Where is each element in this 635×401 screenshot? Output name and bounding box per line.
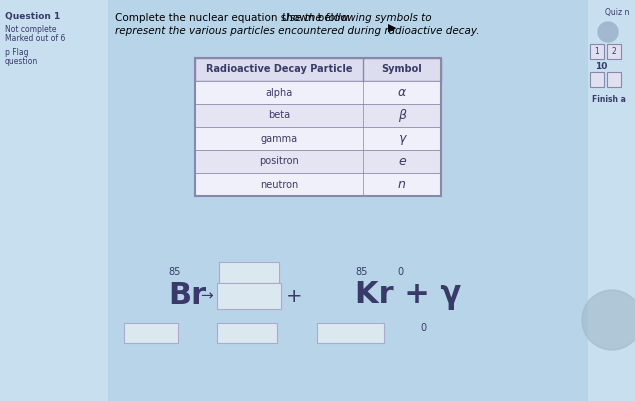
Text: question: question xyxy=(5,57,38,66)
FancyBboxPatch shape xyxy=(219,262,279,283)
FancyBboxPatch shape xyxy=(217,283,281,309)
FancyBboxPatch shape xyxy=(217,323,277,343)
Text: Finish a: Finish a xyxy=(592,95,626,104)
Circle shape xyxy=(582,290,635,350)
FancyBboxPatch shape xyxy=(0,0,108,401)
Text: +: + xyxy=(286,286,302,306)
Text: gamma: gamma xyxy=(260,134,298,144)
Text: n: n xyxy=(398,178,406,191)
Text: Question 1: Question 1 xyxy=(5,12,60,21)
FancyBboxPatch shape xyxy=(588,0,635,401)
FancyBboxPatch shape xyxy=(195,104,441,127)
Text: γ: γ xyxy=(398,132,406,145)
Text: Complete the nuclear equation shown below.: Complete the nuclear equation shown belo… xyxy=(115,13,358,23)
Text: 0: 0 xyxy=(397,267,403,277)
Text: β: β xyxy=(398,109,406,122)
FancyBboxPatch shape xyxy=(195,150,441,173)
Text: 85: 85 xyxy=(355,267,368,277)
Text: Radioactive Decay Particle: Radioactive Decay Particle xyxy=(206,65,352,75)
Text: 10: 10 xyxy=(595,62,607,71)
Text: Marked out of 6: Marked out of 6 xyxy=(5,34,65,43)
Circle shape xyxy=(598,22,618,42)
FancyBboxPatch shape xyxy=(195,58,441,81)
Text: alpha: alpha xyxy=(265,87,293,97)
Text: α: α xyxy=(398,86,406,99)
FancyBboxPatch shape xyxy=(606,43,620,59)
Text: e: e xyxy=(398,155,406,168)
FancyBboxPatch shape xyxy=(317,323,384,343)
Text: →: → xyxy=(200,288,213,304)
Text: Use the following symbols to: Use the following symbols to xyxy=(282,13,432,23)
Text: Quiz n: Quiz n xyxy=(605,8,629,17)
Text: Br: Br xyxy=(168,282,206,310)
Text: 0: 0 xyxy=(420,323,426,333)
Text: 1: 1 xyxy=(594,47,599,55)
Text: Symbol: Symbol xyxy=(382,65,422,75)
FancyBboxPatch shape xyxy=(195,127,441,150)
Text: p Flag: p Flag xyxy=(5,48,29,57)
FancyBboxPatch shape xyxy=(124,323,178,343)
FancyBboxPatch shape xyxy=(589,71,603,87)
Text: represent the various particles encountered during radioactive decay.: represent the various particles encounte… xyxy=(115,26,479,36)
Text: Kr + γ: Kr + γ xyxy=(355,282,461,310)
Text: ▶: ▶ xyxy=(388,23,396,33)
Text: neutron: neutron xyxy=(260,180,298,190)
FancyBboxPatch shape xyxy=(606,71,620,87)
Text: beta: beta xyxy=(268,111,290,120)
FancyBboxPatch shape xyxy=(589,43,603,59)
FancyBboxPatch shape xyxy=(195,173,441,196)
Text: 2: 2 xyxy=(611,47,616,55)
Text: 85: 85 xyxy=(168,267,180,277)
FancyBboxPatch shape xyxy=(195,81,441,104)
Text: positron: positron xyxy=(259,156,299,166)
Text: Not complete: Not complete xyxy=(5,25,57,34)
